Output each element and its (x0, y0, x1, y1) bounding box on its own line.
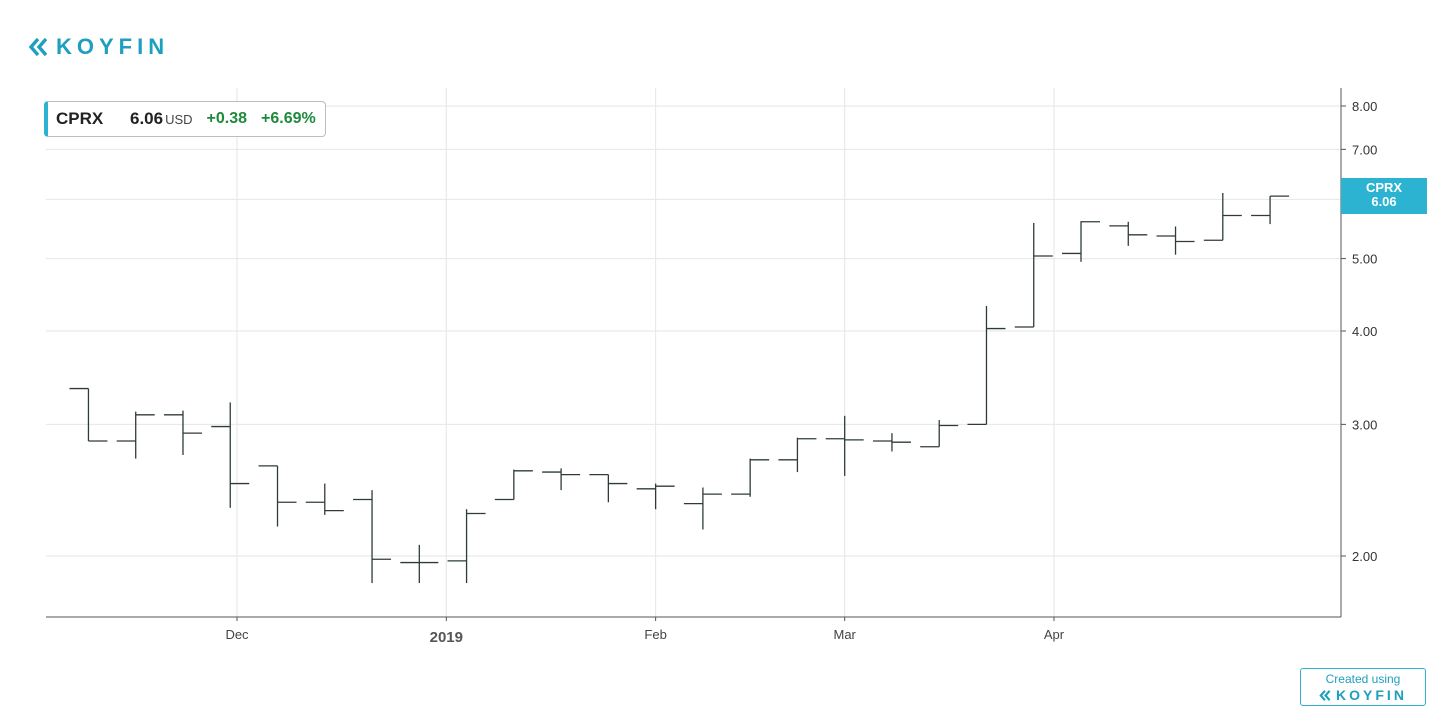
ohlc-bar (494, 469, 533, 501)
y-tick-label: 2.00 (1352, 549, 1377, 564)
x-tick-label: Dec (225, 627, 249, 642)
ohlc-bar (400, 544, 439, 584)
ohlc-bar (163, 410, 202, 455)
y-tick-label: 7.00 (1352, 142, 1377, 157)
ohlc-bar (69, 387, 108, 442)
koyfin-logo[interactable]: KOYFIN (28, 34, 169, 60)
y-tick-label: 5.00 (1352, 252, 1377, 267)
ohlc-bar (1062, 221, 1101, 262)
quote-price: 6.06 (130, 109, 164, 128)
ohlc-bar (731, 458, 770, 497)
quote-change: +0.38 (206, 110, 248, 127)
ohlc-bar (683, 487, 722, 530)
x-tick-label: Mar (833, 627, 856, 642)
x-tick-label: 2019 (430, 629, 463, 646)
x-tick-label: Feb (644, 627, 666, 642)
ohlc-bar (116, 411, 155, 459)
x-tick-label: Apr (1044, 627, 1065, 642)
ohlc-bar (589, 473, 628, 503)
quote-currency: USD (165, 111, 193, 127)
footer-brand-name: KOYFIN (1336, 687, 1407, 703)
ohlc-bar (1014, 222, 1053, 328)
ohlc-bar (211, 402, 250, 508)
ohlc-bar (920, 420, 959, 448)
ohlc-bar (778, 437, 817, 473)
ohlc-bar (1251, 195, 1290, 225)
ohlc-bar (872, 433, 911, 452)
ohlc-bar (353, 490, 392, 584)
last-price-ticker: CPRX (1365, 180, 1403, 196)
created-using-text: Created using (1325, 672, 1401, 686)
ohlc-bar (1109, 221, 1148, 246)
quote-ticker: CPRX (56, 109, 104, 128)
chart-axes (46, 88, 1346, 621)
quote-box: CPRX 6.06 USD +0.38 +6.69% (44, 101, 326, 137)
quote-change-pct: +6.69% (261, 110, 316, 127)
ohlc-bar (258, 465, 297, 527)
ohlc-bar (1156, 226, 1195, 255)
created-using-badge[interactable]: Created using KOYFIN (1300, 668, 1426, 706)
last-price-value: 6.06 (1371, 194, 1397, 210)
koyfin-chevron-icon (28, 37, 48, 57)
axis-labels: 2.003.004.005.006.007.008.00Dec2019FebMa… (225, 99, 1377, 646)
koyfin-chevron-icon (1319, 689, 1331, 701)
ohlc-bar (825, 415, 864, 476)
ohlc-bar (447, 509, 486, 584)
ohlc-bar (305, 483, 344, 515)
ohlc-bar (542, 468, 581, 491)
brand-name: KOYFIN (56, 34, 170, 59)
y-tick-label: 8.00 (1352, 99, 1377, 114)
y-tick-label: 4.00 (1352, 324, 1377, 339)
ohlc-bar (967, 306, 1006, 426)
ohlc-bars (69, 192, 1290, 584)
ohlc-bar (1203, 192, 1242, 241)
last-price-tag: CPRX 6.06 (1341, 178, 1427, 215)
y-tick-label: 3.00 (1352, 417, 1377, 432)
chart-grid (46, 88, 1341, 617)
ohlc-bar (636, 483, 675, 510)
